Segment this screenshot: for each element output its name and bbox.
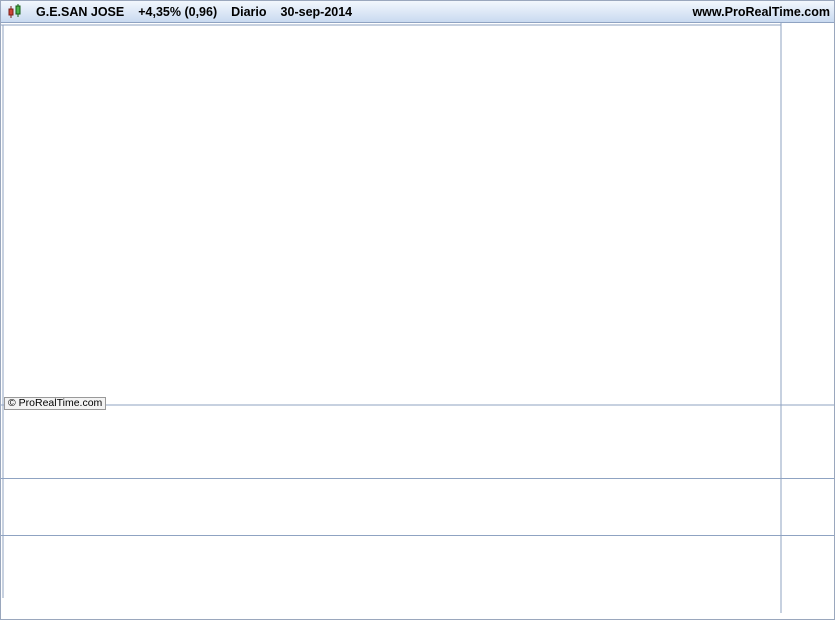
candlestick-icon	[8, 4, 21, 18]
copyright-label: © ProRealTime.com	[4, 397, 107, 410]
session-date: 30-sep-2014	[280, 4, 353, 19]
title-bar: G.E.SAN JOSE +4,35% (0,96) Diario 30-sep…	[1, 1, 834, 23]
price-change: +4,35% (0,96)	[138, 4, 218, 19]
timeframe[interactable]: Diario	[231, 4, 267, 19]
instrument-name: G.E.SAN JOSE	[36, 4, 125, 19]
website-link[interactable]: www.ProRealTime.com	[692, 4, 830, 19]
